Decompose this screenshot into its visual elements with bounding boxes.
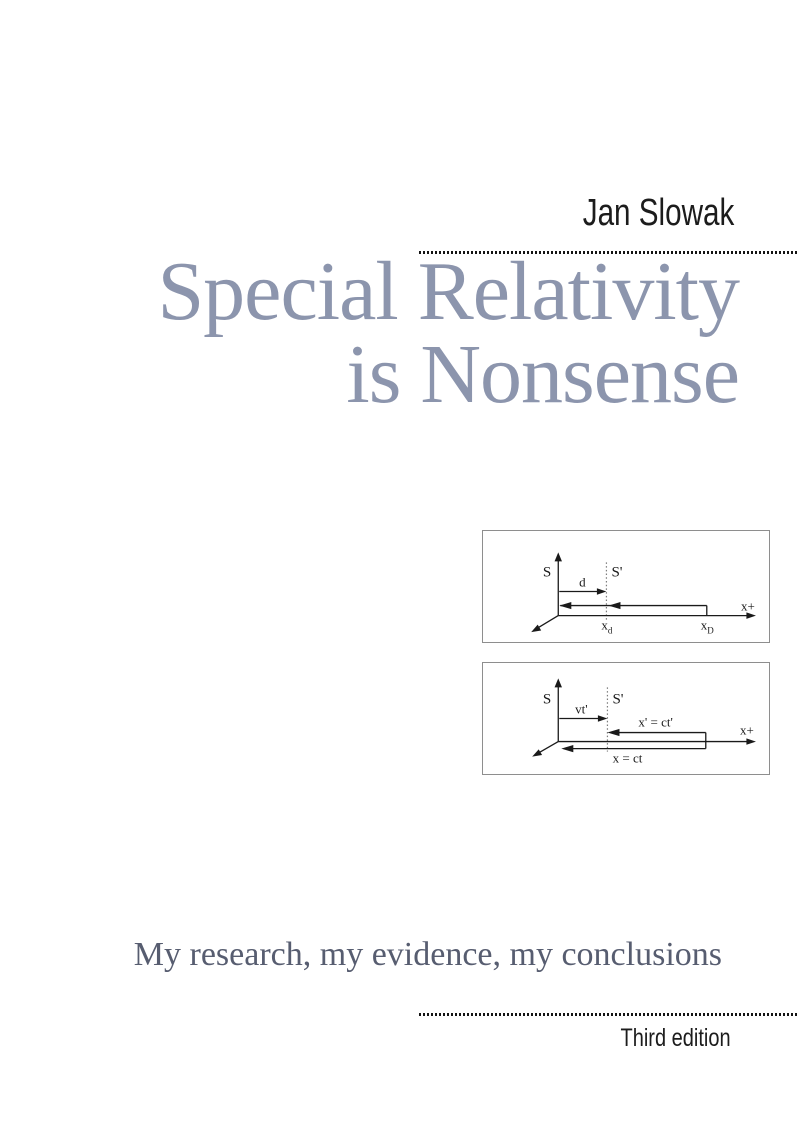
frame-s-prime-label: S' [611, 564, 622, 580]
title-line-1: Special Relativity [157, 245, 740, 338]
frame-s-label: S [543, 691, 551, 707]
ct-arrowhead-icon [561, 744, 574, 753]
spacetime-diagram-2-figure: S S' vt' x' = ct' x+ x = ct [532, 678, 756, 766]
x-plus-label: x+ [740, 723, 754, 738]
spacetime-diagram-1: S S' d x+ xd xD [482, 530, 770, 643]
d-offset-arrowhead-icon [596, 588, 607, 595]
author-name: Jan Slowak [582, 192, 734, 234]
rod-mid-arrowhead-icon [608, 601, 621, 610]
x-D-label: xD [701, 618, 715, 636]
spacetime-diagram-2: S S' vt' x' = ct' x+ x = ct [482, 662, 770, 775]
x-D-subscript: D [707, 626, 714, 636]
x-d-base: x [601, 618, 608, 633]
z-axis-arrowhead-icon [532, 749, 543, 757]
ct-prime-label: x' = ct' [638, 715, 672, 730]
x-axis-arrowhead-icon [746, 738, 756, 745]
z-axis-line [538, 741, 559, 754]
z-axis-line [537, 615, 559, 629]
s-axis-arrowhead-icon [554, 552, 562, 562]
x-plus-label: x+ [741, 599, 755, 614]
rod-left-arrowhead-icon [559, 601, 572, 610]
frame-s-prime-label: S' [612, 691, 623, 707]
x-D-base: x [701, 618, 708, 633]
subtitle: My research, my evidence, my conclusions [133, 936, 722, 973]
frame-s-label: S [543, 564, 551, 580]
z-axis-arrowhead-icon [531, 624, 542, 633]
title-line-2: is Nonsense [346, 328, 740, 421]
vt-offset-label: vt' [575, 701, 587, 716]
x-axis-arrowhead-icon [746, 612, 756, 619]
x-d-label: xd [601, 618, 613, 636]
ct-prime-arrowhead-icon [607, 728, 620, 737]
vt-offset-arrowhead-icon [597, 715, 608, 722]
spacetime-diagram-1-figure: S S' d x+ xd xD [531, 552, 756, 636]
x-d-subscript: d [608, 626, 613, 636]
top-dotted-divider [419, 251, 798, 254]
bottom-dotted-divider [419, 1013, 798, 1016]
ct-label: x = ct [613, 751, 643, 766]
offset-d-label: d [579, 575, 586, 590]
book-title: Special Relativity is Nonsense [157, 250, 740, 417]
edition-label: Third edition [620, 1024, 731, 1052]
s-axis-arrowhead-icon [554, 678, 562, 688]
